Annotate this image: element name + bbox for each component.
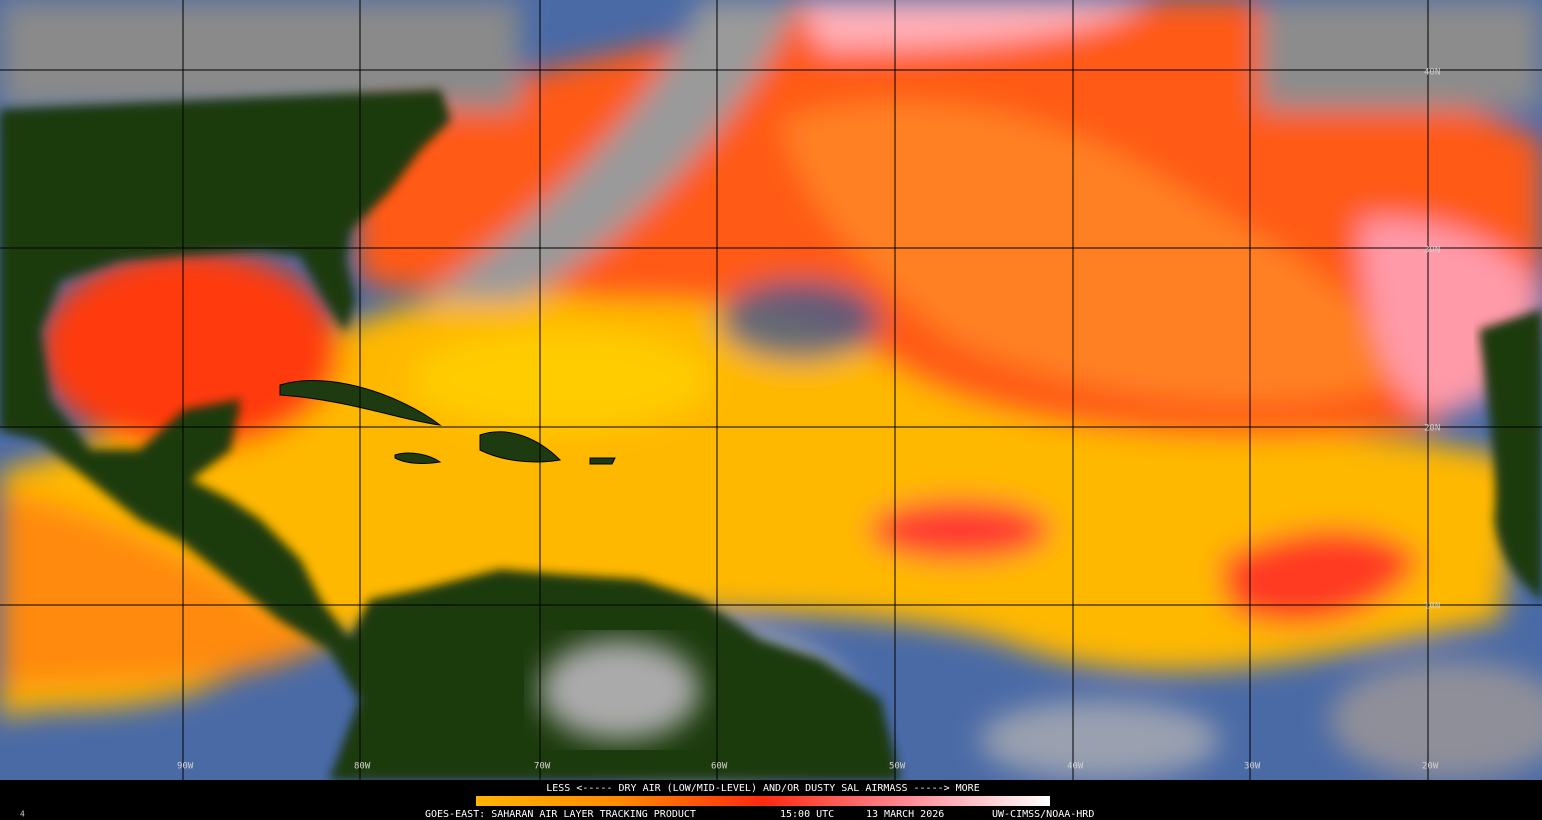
latitude-label: 30N bbox=[1424, 246, 1440, 256]
longitude-label: 70W bbox=[534, 762, 551, 772]
longitude-label: 30W bbox=[1244, 762, 1261, 772]
frame-number: 4 bbox=[20, 810, 25, 819]
longitude-label: 80W bbox=[354, 762, 371, 772]
time: 15:00 UTC bbox=[780, 809, 834, 820]
longitude-label: 50W bbox=[889, 762, 906, 772]
latitude-label: 10N bbox=[1424, 602, 1440, 612]
scale-text: LESS <----- DRY AIR (LOW/MID-LEVEL) AND/… bbox=[546, 783, 979, 794]
date: 13 MARCH 2026 bbox=[866, 809, 944, 820]
longitude-label: 40W bbox=[1067, 762, 1084, 772]
longitude-label: 20W bbox=[1422, 762, 1439, 772]
color-bar bbox=[476, 796, 1050, 806]
longitude-label: 90W bbox=[177, 762, 194, 772]
latitude-label: 40N bbox=[1424, 68, 1440, 78]
longitude-label: 60W bbox=[711, 762, 728, 772]
product-name: GOES-EAST: SAHARAN AIR LAYER TRACKING PR… bbox=[425, 809, 696, 820]
grid-labels: 40N 30N 20N 10N 90W 80W 70W 60W 50W 40W 30W 20W bbox=[177, 68, 1440, 772]
credit: UW-CIMSS/NOAA-HRD bbox=[992, 809, 1094, 820]
graticule bbox=[0, 0, 1542, 780]
latitude-label: 20N bbox=[1424, 424, 1440, 434]
imagery bbox=[0, 0, 1542, 781]
